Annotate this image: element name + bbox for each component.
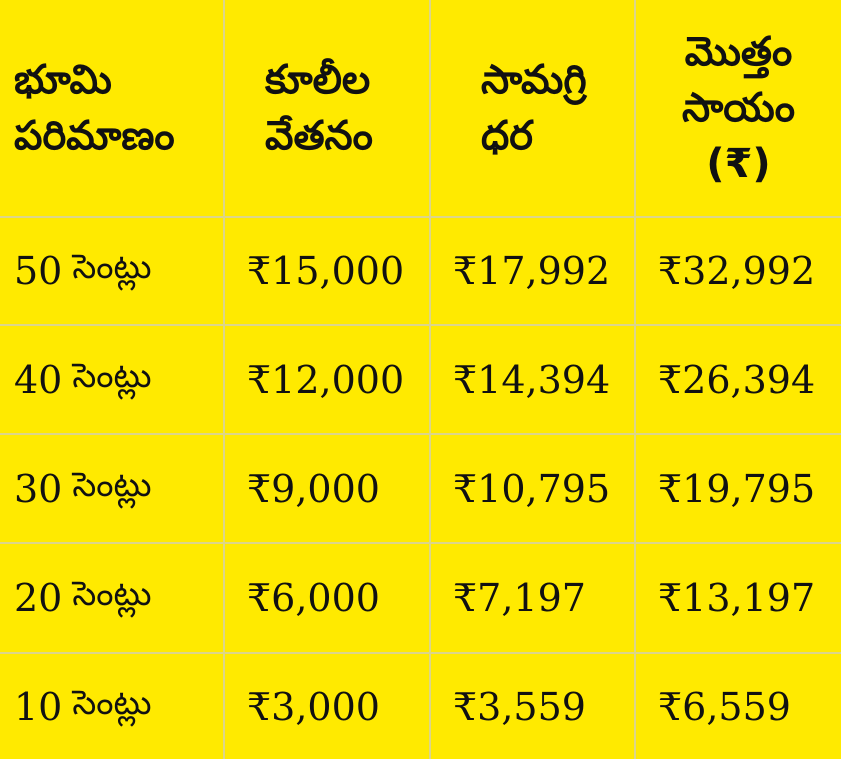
header-wages-line1: కూలీల — [265, 57, 371, 103]
row-4-area-unit: సెంట్లు — [72, 574, 152, 614]
header-materials-line2: ధర — [481, 113, 533, 159]
row-3-total: ₹19,795 — [636, 435, 841, 544]
header-materials: సామగ్రి ధర — [431, 0, 636, 218]
row-3-wages: ₹9,000 — [225, 435, 431, 544]
row-2-area: 40 సెంట్లు — [0, 326, 225, 435]
header-total-line2: సాయం — [682, 85, 795, 131]
row-5-wages: ₹3,000 — [225, 654, 431, 759]
header-total: మొత్తం సాయం (₹) — [636, 0, 841, 218]
row-4-total: ₹13,197 — [636, 544, 841, 654]
row-1-area-value: 50 — [14, 249, 63, 293]
header-total-line3: (₹) — [706, 141, 771, 187]
row-3-area: 30 సెంట్లు — [0, 435, 225, 544]
row-2-area-unit: సెంట్లు — [72, 355, 152, 396]
header-wages-line2: వేతనం — [265, 113, 373, 159]
row-5-area-unit: సెంట్లు — [72, 682, 152, 723]
row-4-area: 20 సెంట్లు — [0, 544, 225, 654]
row-4-wages: ₹6,000 — [225, 544, 431, 654]
row-5-area-value: 10 — [14, 684, 63, 729]
row-1-total: ₹32,992 — [636, 218, 841, 326]
row-2-materials: ₹14,394 — [431, 326, 636, 435]
header-wages: కూలీల వేతనం — [225, 0, 431, 218]
header-total-line1: మొత్తం — [684, 29, 793, 75]
row-1-wages: ₹15,000 — [225, 218, 431, 326]
row-2-area-value: 40 — [14, 357, 63, 402]
row-2-total: ₹26,394 — [636, 326, 841, 435]
row-4-area-value: 20 — [14, 576, 63, 620]
row-2-wages: ₹12,000 — [225, 326, 431, 435]
row-4-materials: ₹7,197 — [431, 544, 636, 654]
header-materials-line1: సామగ్రి — [481, 57, 587, 103]
row-5-area: 10 సెంట్లు — [0, 654, 225, 759]
header-land-area: భూమి పరిమాణం — [0, 0, 225, 218]
row-1-materials: ₹17,992 — [431, 218, 636, 326]
row-3-area-value: 30 — [14, 466, 63, 511]
row-5-materials: ₹3,559 — [431, 654, 636, 759]
row-3-materials: ₹10,795 — [431, 435, 636, 544]
header-land-area-line1: భూమి — [14, 57, 112, 103]
row-3-area-unit: సెంట్లు — [72, 464, 152, 505]
row-5-total: ₹6,559 — [658, 684, 791, 729]
row-1-area-unit: సెంట్లు — [72, 247, 152, 287]
header-land-area-line2: పరిమాణం — [14, 113, 175, 159]
row-1-area: 50 సెంట్లు — [0, 218, 225, 326]
